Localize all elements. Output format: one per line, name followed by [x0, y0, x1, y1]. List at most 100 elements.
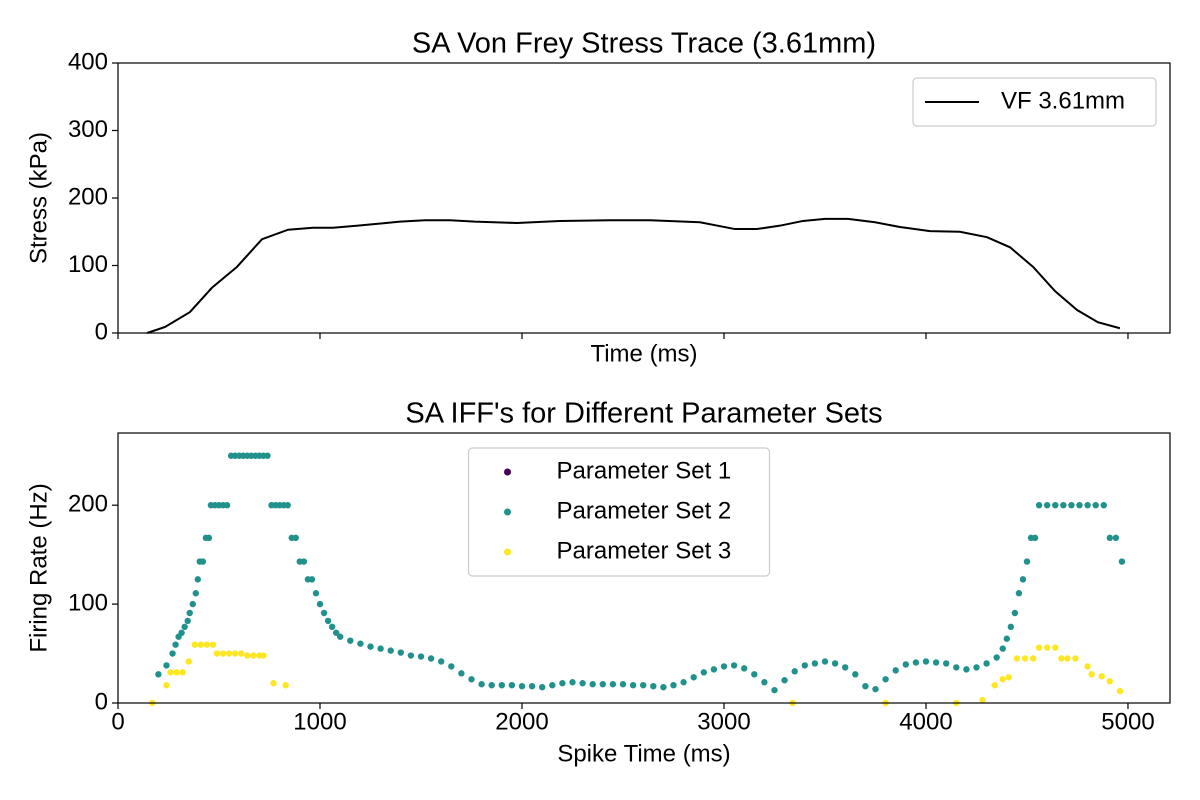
y-tick-label: 200 [68, 491, 108, 518]
spike-point [244, 652, 251, 659]
spike-point [1031, 534, 1039, 542]
spike-point [528, 682, 536, 690]
spike-point [1068, 501, 1075, 509]
stress-line [146, 217, 1121, 334]
x-tick-label: 4000 [899, 708, 952, 735]
spike-point [282, 681, 289, 689]
spike-point [710, 666, 718, 673]
spike-point [1023, 558, 1031, 565]
spike-point [1011, 609, 1019, 617]
spike-point [189, 600, 196, 608]
spike-point [1003, 635, 1010, 642]
spike-point [250, 652, 257, 659]
spike-point [831, 660, 839, 667]
spike-point [205, 534, 213, 542]
spike-point [270, 680, 277, 687]
y-tick-label: 0 [95, 688, 108, 715]
spike-point [192, 590, 199, 597]
spike-point [1064, 655, 1071, 662]
spike-point [1084, 501, 1091, 509]
spike-point [213, 650, 221, 657]
spike-point [387, 647, 394, 654]
spike-point [1015, 590, 1023, 597]
chart-title: SA Von Frey Stress Trace (3.61mm) [412, 28, 876, 60]
spike-point [316, 600, 324, 608]
spike-point [184, 617, 191, 625]
y-tick-label: 100 [68, 589, 108, 616]
spike-point [185, 658, 192, 665]
y-tick-label: 0 [95, 318, 108, 345]
legend-label: Parameter Set 3 [557, 537, 732, 564]
axes-frame [117, 432, 1171, 704]
spike-point [397, 649, 404, 656]
spike-point [417, 653, 425, 660]
spike-point [538, 683, 546, 691]
spike-point [209, 641, 217, 648]
spike-point [437, 658, 445, 665]
legend-box [467, 447, 771, 577]
spike-point [478, 681, 485, 688]
spike-point [1035, 501, 1043, 509]
spike-point [1084, 663, 1091, 670]
spike-point [1043, 501, 1051, 509]
spike-point [979, 696, 986, 704]
spike-point [619, 681, 627, 688]
legend-label: VF 3.61mm [1001, 87, 1125, 114]
y-tick-label: 100 [68, 251, 108, 278]
spike-point [650, 682, 657, 690]
spike-point [700, 669, 707, 676]
legend: VF 3.61mm [912, 77, 1157, 127]
spike-point [197, 641, 205, 648]
subplot: SA Von Frey Stress Trace (3.61mm) Time (m… [25, 28, 1171, 367]
spike-point [1060, 501, 1067, 509]
spike-point [821, 658, 829, 665]
spike-point [942, 660, 950, 667]
spike-point [377, 645, 384, 652]
spike-point [1007, 623, 1015, 631]
spike-point [186, 609, 193, 617]
spike-point [599, 681, 606, 688]
spike-point [1106, 678, 1114, 685]
legend-box [912, 77, 1157, 127]
spike-point [963, 666, 970, 673]
x-tick-label: 2000 [495, 708, 548, 735]
spike-point [498, 681, 505, 689]
spike-point [347, 637, 354, 644]
spike-point [751, 671, 758, 678]
spike-point [169, 650, 176, 657]
spike-point [181, 623, 188, 631]
spike-point [1035, 644, 1043, 651]
spike-point [163, 662, 170, 669]
spike-point [973, 664, 980, 671]
spike-point [993, 654, 1000, 661]
spike-point [508, 681, 516, 689]
spike-point [367, 643, 374, 650]
spike-point [264, 452, 271, 459]
spike-point [1005, 674, 1013, 681]
spike-point [155, 671, 162, 678]
spike-point [328, 623, 336, 631]
spike-point [680, 679, 687, 686]
spike-point [1052, 644, 1059, 651]
spike-point [1106, 534, 1114, 542]
spike-point [468, 676, 475, 683]
spike-point [629, 681, 637, 689]
x-tick-label: 0 [111, 708, 124, 735]
spike-point [225, 650, 233, 657]
spike-point [922, 658, 930, 665]
spike-point [163, 681, 170, 689]
spike-point [549, 681, 556, 689]
y-axis-label: Firing Rate (Hz) [25, 483, 52, 652]
spike-point [771, 686, 778, 694]
spike-point [178, 629, 185, 636]
x-axis-label: Time (ms) [590, 340, 697, 367]
legend-swatch [504, 468, 511, 476]
spike-point [332, 629, 340, 636]
spike-point [194, 576, 201, 583]
spike-point [219, 650, 227, 657]
spike-point [1112, 534, 1120, 542]
spike-point [308, 576, 316, 583]
spike-point [167, 669, 174, 676]
spike-point [811, 660, 819, 667]
